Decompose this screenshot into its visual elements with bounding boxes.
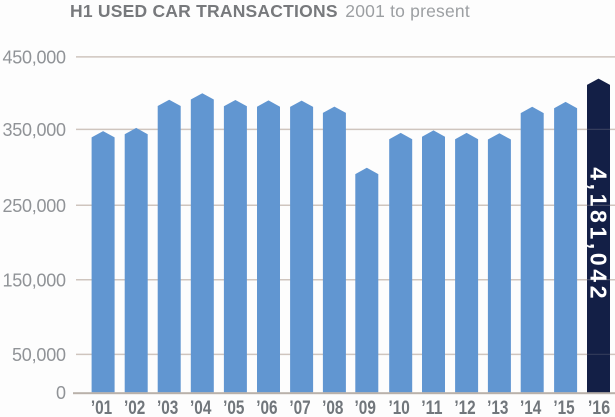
- svg-text:’15: ’15: [553, 398, 575, 417]
- svg-text:4,181,042: 4,181,042: [586, 167, 612, 298]
- svg-text:’10: ’10: [388, 398, 409, 417]
- svg-text:0: 0: [56, 383, 66, 403]
- svg-text:2001 to present: 2001 to present: [345, 1, 470, 21]
- svg-text:’04: ’04: [190, 398, 212, 417]
- svg-text:350,000: 350,000: [3, 120, 67, 140]
- svg-text:’05: ’05: [223, 398, 245, 417]
- svg-text:’16: ’16: [588, 398, 611, 417]
- svg-text:’12: ’12: [454, 398, 475, 417]
- svg-text:150,000: 150,000: [3, 270, 67, 290]
- svg-text:’14: ’14: [520, 398, 542, 417]
- svg-text:’08: ’08: [322, 398, 344, 417]
- svg-text:’01: ’01: [91, 398, 113, 417]
- svg-text:H1 USED CAR TRANSACTIONS: H1 USED CAR TRANSACTIONS: [70, 1, 338, 21]
- svg-text:’07: ’07: [289, 398, 310, 417]
- svg-text:’13: ’13: [487, 398, 509, 417]
- svg-text:’11: ’11: [421, 398, 443, 417]
- svg-text:250,000: 250,000: [3, 196, 67, 216]
- svg-text:50,000: 50,000: [12, 345, 66, 365]
- svg-text:’02: ’02: [124, 398, 145, 417]
- svg-text:’03: ’03: [157, 398, 179, 417]
- svg-text:’06: ’06: [256, 398, 278, 417]
- svg-text:450,000: 450,000: [3, 48, 67, 68]
- svg-text:’09: ’09: [355, 398, 376, 417]
